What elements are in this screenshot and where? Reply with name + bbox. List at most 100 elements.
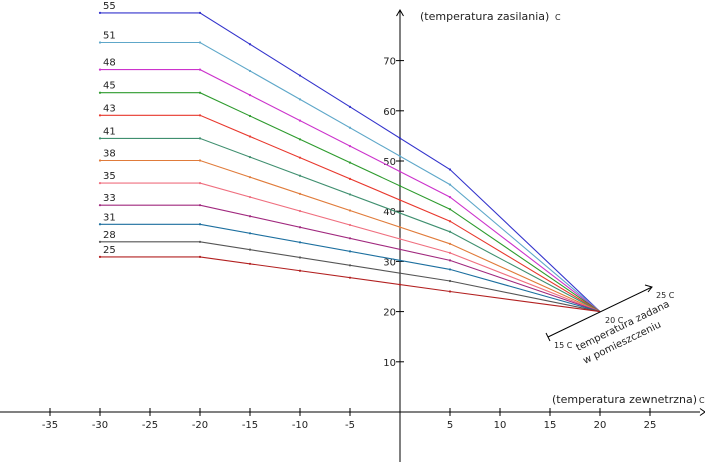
series-line-45 — [100, 92, 601, 313]
series-point — [298, 98, 302, 101]
series-point — [198, 11, 202, 15]
series-line-35 — [100, 182, 601, 313]
series-point — [98, 159, 102, 162]
x-tick-label: -5 — [345, 420, 355, 431]
series-group — [98, 11, 601, 313]
room-temp-low-label: 15 C — [554, 341, 573, 350]
series-line-28 — [100, 241, 601, 313]
series-point — [98, 255, 102, 258]
series-point — [398, 272, 402, 275]
series-point — [98, 137, 102, 140]
series-point — [198, 159, 202, 162]
series-point — [98, 204, 102, 207]
series-point — [248, 155, 252, 159]
series-point — [248, 43, 252, 46]
series-label-33: 33 — [103, 193, 116, 204]
series-point — [298, 241, 302, 244]
series-point — [348, 264, 352, 267]
x-tick-label: -20 — [192, 420, 208, 431]
series-point — [448, 268, 452, 271]
series-point — [248, 248, 252, 251]
series-point — [398, 212, 402, 215]
series-point — [298, 226, 302, 229]
series-point — [398, 283, 402, 286]
series-point — [398, 259, 402, 262]
x-tick-label: -25 — [142, 420, 158, 431]
series-point — [248, 232, 252, 235]
y-tick-label: 10 — [383, 358, 396, 369]
series-label-35: 35 — [103, 171, 116, 182]
series-point — [248, 114, 252, 118]
y-tick-label: 30 — [383, 257, 396, 268]
series-label-48: 48 — [103, 58, 116, 69]
series-point — [398, 248, 402, 251]
x-axis-title: (temperatura zewnetrzna) — [552, 393, 697, 406]
series-point — [98, 181, 102, 185]
series-line-33 — [100, 204, 601, 313]
series-point — [198, 68, 202, 71]
series-point — [448, 168, 452, 171]
y-tick-label: 60 — [383, 107, 396, 118]
series-point — [98, 240, 102, 243]
series-point — [448, 290, 452, 293]
series-line-48 — [100, 69, 601, 313]
x-tick-label: -10 — [292, 420, 308, 431]
series-line-31 — [100, 223, 601, 313]
series-label-55: 55 — [103, 1, 116, 12]
series-point — [248, 94, 252, 97]
series-point — [198, 41, 202, 44]
y-axis-unit: C — [555, 13, 561, 22]
series-point — [348, 177, 352, 180]
series-point — [348, 237, 352, 240]
series-point — [398, 137, 402, 140]
series-point — [98, 114, 102, 117]
series-point — [448, 279, 452, 283]
series-point — [248, 176, 252, 179]
series-point — [348, 161, 352, 164]
series-point — [348, 250, 352, 253]
series-point — [198, 204, 202, 207]
series-point — [348, 126, 352, 129]
series-point — [398, 226, 402, 229]
series-point — [298, 256, 302, 259]
series-point — [248, 262, 252, 265]
y-tick-label: 50 — [383, 157, 396, 168]
series-label-45: 45 — [103, 81, 116, 92]
series-point — [348, 209, 352, 212]
series-point — [298, 269, 302, 272]
series-point — [398, 170, 402, 173]
series-point — [398, 184, 402, 187]
series-point — [298, 119, 302, 122]
series-point — [198, 114, 202, 117]
y-tick-label: 70 — [383, 57, 396, 68]
series-line-25 — [100, 256, 601, 313]
room-temp-mid-label: 20 C — [605, 316, 624, 325]
series-point — [98, 11, 102, 15]
series-point — [348, 145, 352, 148]
series-point — [298, 156, 302, 159]
series-line-51 — [100, 41, 601, 313]
series-point — [198, 255, 202, 258]
series-point — [398, 155, 402, 158]
series-label-31: 31 — [103, 212, 116, 223]
series-point — [298, 138, 302, 141]
series-point — [348, 223, 352, 227]
x-tick-label: 20 — [594, 420, 607, 431]
y-axis-arrow — [396, 9, 404, 17]
series-point — [248, 195, 252, 199]
x-tick-label: -15 — [242, 420, 258, 431]
series-point — [248, 215, 252, 218]
series-line-38 — [100, 159, 601, 313]
x-axis-arrow — [699, 408, 705, 416]
x-tick-label: 25 — [644, 420, 657, 431]
series-point — [198, 181, 202, 185]
series-point — [298, 174, 302, 177]
series-line-41 — [100, 137, 601, 313]
series-line-55 — [100, 12, 601, 312]
series-point — [198, 91, 202, 94]
series-point — [398, 198, 402, 202]
series-point — [448, 251, 452, 254]
x-tick-label: -30 — [92, 420, 108, 431]
